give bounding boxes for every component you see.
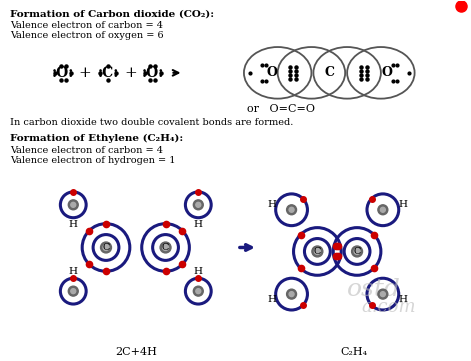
Text: H: H xyxy=(267,295,276,304)
Circle shape xyxy=(71,202,76,207)
Circle shape xyxy=(351,246,363,257)
Text: O: O xyxy=(266,66,277,79)
Text: :O:: :O: xyxy=(141,66,164,80)
Text: Valence electron of carbon = 4: Valence electron of carbon = 4 xyxy=(10,146,163,155)
Circle shape xyxy=(160,242,171,253)
Text: :O:: :O: xyxy=(52,66,74,80)
Text: +: + xyxy=(79,66,91,80)
Circle shape xyxy=(354,248,360,255)
Text: :C:: :C: xyxy=(97,66,119,80)
Text: C: C xyxy=(324,66,334,79)
Circle shape xyxy=(68,200,78,210)
Text: C: C xyxy=(353,247,361,256)
Text: H: H xyxy=(69,267,78,276)
Circle shape xyxy=(196,202,201,207)
Text: Formation of Carbon dioxide (CO₂):: Formation of Carbon dioxide (CO₂): xyxy=(10,9,214,18)
Text: Formation of Ethylene (C₂H₄):: Formation of Ethylene (C₂H₄): xyxy=(10,134,183,143)
Text: Valence electron of oxygen = 6: Valence electron of oxygen = 6 xyxy=(10,31,163,40)
Text: C: C xyxy=(102,243,110,252)
Text: C: C xyxy=(162,243,169,252)
Circle shape xyxy=(378,289,388,299)
Circle shape xyxy=(103,244,109,251)
Circle shape xyxy=(312,246,323,257)
Circle shape xyxy=(289,292,294,297)
Text: C₂H₄: C₂H₄ xyxy=(341,347,368,357)
Text: or   O=C=O: or O=C=O xyxy=(247,104,315,114)
Circle shape xyxy=(71,289,76,293)
Circle shape xyxy=(196,289,201,293)
Text: H: H xyxy=(194,267,203,276)
Text: H: H xyxy=(69,220,78,229)
Text: a.com: a.com xyxy=(362,298,416,316)
Circle shape xyxy=(378,205,388,215)
Circle shape xyxy=(381,207,385,212)
Text: H: H xyxy=(398,200,407,209)
Circle shape xyxy=(100,242,112,253)
Circle shape xyxy=(68,286,78,296)
Text: O: O xyxy=(382,66,392,79)
Text: Valence electron of carbon = 4: Valence electron of carbon = 4 xyxy=(10,21,163,30)
Circle shape xyxy=(287,289,297,299)
Text: H: H xyxy=(267,200,276,209)
Text: H: H xyxy=(398,295,407,304)
Circle shape xyxy=(381,292,385,297)
Circle shape xyxy=(314,248,320,255)
Circle shape xyxy=(193,286,203,296)
Text: C: C xyxy=(314,247,321,256)
Text: +: + xyxy=(124,66,137,80)
Text: ostd: ostd xyxy=(347,278,401,301)
Circle shape xyxy=(287,205,297,215)
Circle shape xyxy=(289,207,294,212)
Circle shape xyxy=(162,244,169,251)
Circle shape xyxy=(193,200,203,210)
Text: H: H xyxy=(194,220,203,229)
Text: Valence electron of hydrogen = 1: Valence electron of hydrogen = 1 xyxy=(10,156,175,165)
Text: In carbon dioxide two double covalent bonds are formed.: In carbon dioxide two double covalent bo… xyxy=(10,118,293,127)
Text: 2C+4H: 2C+4H xyxy=(115,347,157,357)
